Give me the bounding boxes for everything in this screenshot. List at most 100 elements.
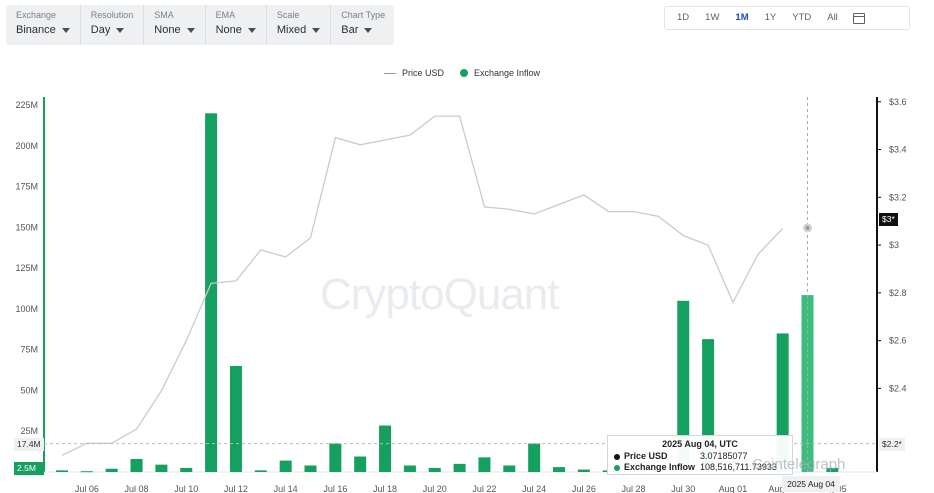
right-tick-label: $3.4 xyxy=(889,145,907,155)
chart-legend: Price USD Exchange Inflow xyxy=(384,68,540,78)
sma-label: SMA xyxy=(154,10,174,20)
tooltip-inflow-name: Exchange Inflow xyxy=(624,462,696,472)
x-tick-label: Jul 26 xyxy=(572,484,596,493)
hover-tooltip: 2025 Aug 04, UTC Price USD 3.07185077 Ex… xyxy=(607,435,793,475)
price-line-layer xyxy=(44,97,877,472)
x-tick-label: Jul 16 xyxy=(323,484,347,493)
inflow-bar xyxy=(304,465,317,472)
right-axis-current-badge: $3* xyxy=(879,213,898,226)
inflow-bar xyxy=(528,443,541,472)
inflow-bar xyxy=(105,468,118,472)
legend-price-label[interactable]: Price USD xyxy=(402,68,445,78)
scale-value: Mixed xyxy=(276,24,307,36)
cryptoquant-watermark: CryptoQuant xyxy=(320,270,559,319)
crosshair-date-label: 2025 Aug 04 xyxy=(782,476,840,492)
price-dot-icon xyxy=(614,453,620,460)
price-line xyxy=(61,115,784,456)
left-tick-label: 100M xyxy=(15,304,38,314)
left-axis-last-badge: 2.5M xyxy=(14,462,44,475)
x-tick-label: Jul 14 xyxy=(274,484,298,493)
inflow-bar xyxy=(428,467,441,472)
left-axis-hover-badge: 17.4M xyxy=(14,438,44,451)
resolution-select[interactable]: Resolution Day xyxy=(81,5,145,45)
x-tick-label: Jul 28 xyxy=(622,484,646,493)
inflow-bar xyxy=(677,300,690,472)
inflow-bar xyxy=(577,469,590,472)
right-tick-label: $3.2 xyxy=(889,192,907,202)
inflow-bar xyxy=(279,460,292,472)
chart-type-label: Chart Type xyxy=(341,10,386,20)
inflow-bar xyxy=(826,467,839,472)
right-tick-label: $3.6 xyxy=(889,97,907,107)
left-tick-label: 150M xyxy=(15,222,38,232)
chevron-down-icon xyxy=(116,28,125,33)
resolution-value: Day xyxy=(90,24,111,36)
x-tick-label: Aug 01 xyxy=(719,484,748,493)
range-ytd-button[interactable]: YTD xyxy=(792,12,812,23)
x-tick-label: Jul 24 xyxy=(522,484,546,493)
inflow-bar xyxy=(130,458,143,472)
inflow-bar xyxy=(180,467,193,472)
chart-axes xyxy=(43,97,878,473)
inflow-bar xyxy=(503,465,516,472)
inflow-bar xyxy=(478,457,491,472)
calendar-icon[interactable] xyxy=(852,12,865,24)
x-tick-label: Jul 18 xyxy=(373,484,397,493)
right-axis-hover-badge: $2.2* xyxy=(879,438,905,451)
inflow-bar xyxy=(403,465,416,472)
left-tick-label: 200M xyxy=(15,141,38,151)
right-tick-label: $2.6 xyxy=(889,336,907,346)
left-tick-label: 50M xyxy=(20,385,38,395)
cointelegraph-watermark: Cointelegraph xyxy=(752,456,846,473)
sma-value: None xyxy=(154,24,181,36)
range-all-button[interactable]: All xyxy=(827,12,838,23)
chart-type-select[interactable]: Chart Type Bar xyxy=(331,5,395,45)
chevron-down-icon xyxy=(186,28,195,33)
inflow-bar xyxy=(379,425,392,472)
price-hover-marker-dot xyxy=(805,225,810,230)
x-tick-label: Jul 06 xyxy=(75,484,99,493)
inflow-bar xyxy=(155,464,168,472)
resolution-label: Resolution xyxy=(90,10,134,20)
inflow-bar xyxy=(801,295,814,472)
inflow-bar xyxy=(229,366,242,472)
exchange-select[interactable]: Exchange Binance xyxy=(6,5,81,45)
x-tick-label: Jul 10 xyxy=(174,484,198,493)
axis-ticks: 25M 50M 75M 100M 125M 150M 175M 200M 225M $2.4 $2.… xyxy=(15,97,906,493)
left-tick-label: 25M xyxy=(20,426,38,436)
chart-toolbar: Exchange Binance Resolution Day SMA None… xyxy=(6,5,394,45)
exchange-value: Binance xyxy=(16,24,56,36)
inflow-bar xyxy=(354,456,367,472)
tooltip-price-value: 3.07185077 xyxy=(700,451,748,461)
right-tick-label: $2.4 xyxy=(889,383,907,393)
inflow-bar xyxy=(254,470,267,472)
chevron-down-icon xyxy=(312,28,321,33)
scale-select[interactable]: Scale Mixed xyxy=(267,5,332,45)
inflow-bar xyxy=(205,113,218,472)
right-tick-label: $3 xyxy=(889,240,899,250)
inflow-bar xyxy=(453,463,466,472)
tooltip-price-row: Price USD 3.07185077 xyxy=(614,451,786,462)
left-tick-label: 75M xyxy=(20,345,38,355)
left-tick-label: 225M xyxy=(15,100,38,110)
tooltip-price-name: Price USD xyxy=(624,451,668,461)
range-1d-button[interactable]: 1D xyxy=(677,12,690,23)
range-1m-button[interactable]: 1M xyxy=(735,12,749,23)
ema-select[interactable]: EMA None xyxy=(206,5,267,45)
chart-type-value: Bar xyxy=(341,24,359,36)
chevron-down-icon xyxy=(247,28,256,33)
x-tick-label: Jul 20 xyxy=(423,484,447,493)
range-1w-button[interactable]: 1W xyxy=(705,12,720,23)
legend-inflow-label[interactable]: Exchange Inflow xyxy=(474,68,541,78)
inflow-bar xyxy=(553,467,565,472)
range-1y-button[interactable]: 1Y xyxy=(764,12,777,23)
ema-value: None xyxy=(215,24,242,36)
sma-select[interactable]: SMA None xyxy=(144,5,206,45)
x-tick-label: Jul 08 xyxy=(125,484,149,493)
x-tick-label: Jul 30 xyxy=(671,484,695,493)
ema-label: EMA xyxy=(215,10,236,20)
x-tick-label: Jul 22 xyxy=(472,484,496,493)
price-line-swatch xyxy=(384,72,396,74)
inflow-bars xyxy=(56,113,839,473)
